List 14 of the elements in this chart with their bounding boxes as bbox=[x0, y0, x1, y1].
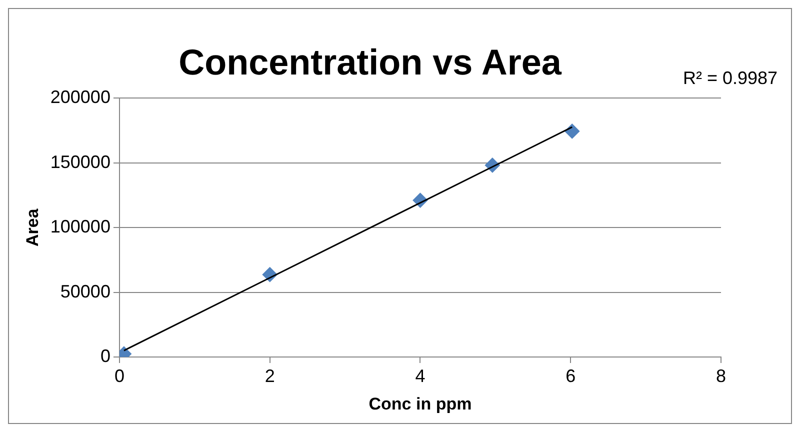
x-tick-label: 2 bbox=[264, 366, 275, 386]
y-tick-label: 50000 bbox=[60, 281, 110, 302]
y-tick-label: 200000 bbox=[50, 87, 110, 108]
x-tick-label: 4 bbox=[415, 366, 426, 386]
x-axis-title: Conc in ppm bbox=[368, 394, 472, 414]
x-tick-label: 6 bbox=[566, 366, 576, 386]
chart-title: Concentration vs Area bbox=[178, 42, 562, 83]
y-axis-title: Area bbox=[22, 208, 42, 247]
y-tick-label: 150000 bbox=[50, 152, 110, 172]
y-tick-label: 100000 bbox=[50, 216, 110, 237]
x-tick-label: 0 bbox=[114, 366, 124, 386]
text: R² = 0.9987 bbox=[683, 68, 778, 88]
x-tick-label: 8 bbox=[716, 366, 726, 386]
y-tick-label: 0 bbox=[100, 346, 110, 366]
